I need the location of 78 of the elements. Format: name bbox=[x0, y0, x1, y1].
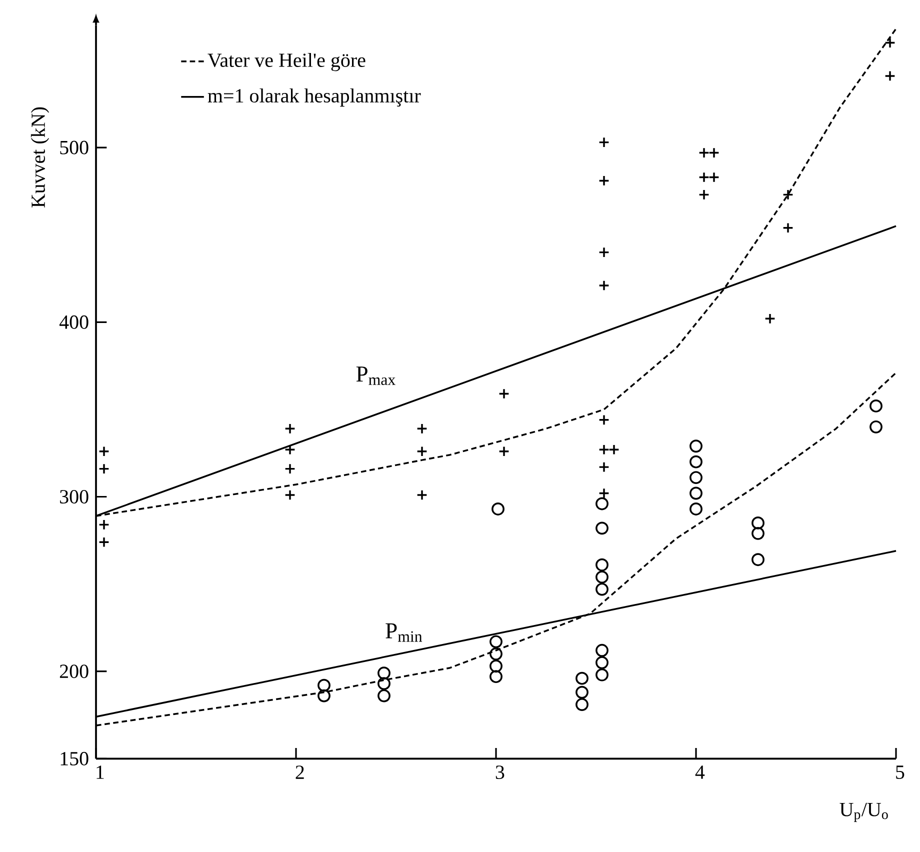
x-tick-label: 5 bbox=[896, 766, 904, 779]
point bbox=[318, 689, 330, 702]
x-tick-label: 4 bbox=[695, 766, 705, 779]
y-tick-label: 200 bbox=[60, 664, 88, 678]
point bbox=[378, 689, 390, 702]
point bbox=[752, 553, 764, 566]
point bbox=[598, 175, 610, 186]
point bbox=[598, 444, 610, 456]
point bbox=[284, 463, 296, 474]
point bbox=[576, 686, 588, 699]
point bbox=[782, 222, 794, 234]
point bbox=[690, 440, 702, 453]
annotation: P$_{min}$ bbox=[386, 623, 422, 642]
point bbox=[698, 189, 710, 200]
point bbox=[598, 414, 610, 426]
x-tick-label: 3 bbox=[496, 766, 504, 780]
x-tick-label: 1 bbox=[96, 766, 104, 779]
point bbox=[98, 446, 110, 457]
point bbox=[596, 644, 608, 657]
y-tick-label: 150 bbox=[60, 752, 88, 766]
point bbox=[690, 455, 702, 468]
point bbox=[596, 570, 608, 584]
point bbox=[416, 423, 428, 434]
point bbox=[284, 423, 296, 434]
point bbox=[596, 522, 608, 535]
point bbox=[690, 502, 702, 516]
point bbox=[884, 37, 896, 48]
point bbox=[690, 486, 702, 500]
legend-label: m=1 olarak hesaplanmıştır bbox=[208, 88, 421, 107]
y-tick-label: 500 bbox=[60, 140, 88, 154]
point bbox=[98, 536, 110, 548]
point bbox=[498, 388, 510, 400]
point bbox=[576, 672, 588, 685]
point bbox=[598, 280, 610, 292]
point bbox=[598, 246, 610, 258]
y-axis-title: Kuvvet (kN) bbox=[30, 107, 50, 208]
point bbox=[708, 147, 720, 158]
x-axis-title: U$_{p}$/U$_{o}$ bbox=[840, 802, 888, 822]
point bbox=[490, 647, 502, 660]
point bbox=[870, 420, 882, 434]
point bbox=[598, 136, 610, 148]
point bbox=[608, 444, 620, 456]
annotation: P$_{max}$ bbox=[356, 366, 396, 386]
point bbox=[284, 489, 296, 501]
point bbox=[492, 502, 504, 516]
point bbox=[490, 660, 502, 673]
point bbox=[378, 677, 390, 690]
legend-label: Vater ve Heil'e göre bbox=[208, 52, 366, 72]
point bbox=[416, 489, 428, 501]
point bbox=[596, 656, 608, 670]
y-tick-label: 400 bbox=[59, 315, 88, 329]
point bbox=[498, 446, 510, 457]
point bbox=[98, 519, 110, 530]
point bbox=[708, 172, 720, 183]
point bbox=[318, 678, 330, 692]
point bbox=[598, 488, 610, 499]
point bbox=[690, 471, 702, 484]
point bbox=[596, 497, 608, 510]
point bbox=[764, 313, 776, 324]
point bbox=[884, 70, 896, 82]
x-tick-label: 2 bbox=[296, 766, 304, 779]
point bbox=[752, 526, 764, 540]
point bbox=[576, 698, 588, 711]
point bbox=[598, 462, 610, 473]
point bbox=[698, 172, 710, 183]
point bbox=[98, 463, 110, 474]
point bbox=[596, 668, 608, 682]
y-tick-label: 300 bbox=[60, 490, 88, 504]
point bbox=[596, 582, 608, 596]
point bbox=[698, 147, 710, 158]
point bbox=[752, 516, 764, 530]
point bbox=[416, 446, 428, 457]
point bbox=[870, 399, 882, 412]
point bbox=[782, 189, 794, 200]
point bbox=[596, 558, 608, 572]
point bbox=[490, 670, 502, 684]
point bbox=[378, 666, 390, 680]
point bbox=[490, 635, 502, 648]
